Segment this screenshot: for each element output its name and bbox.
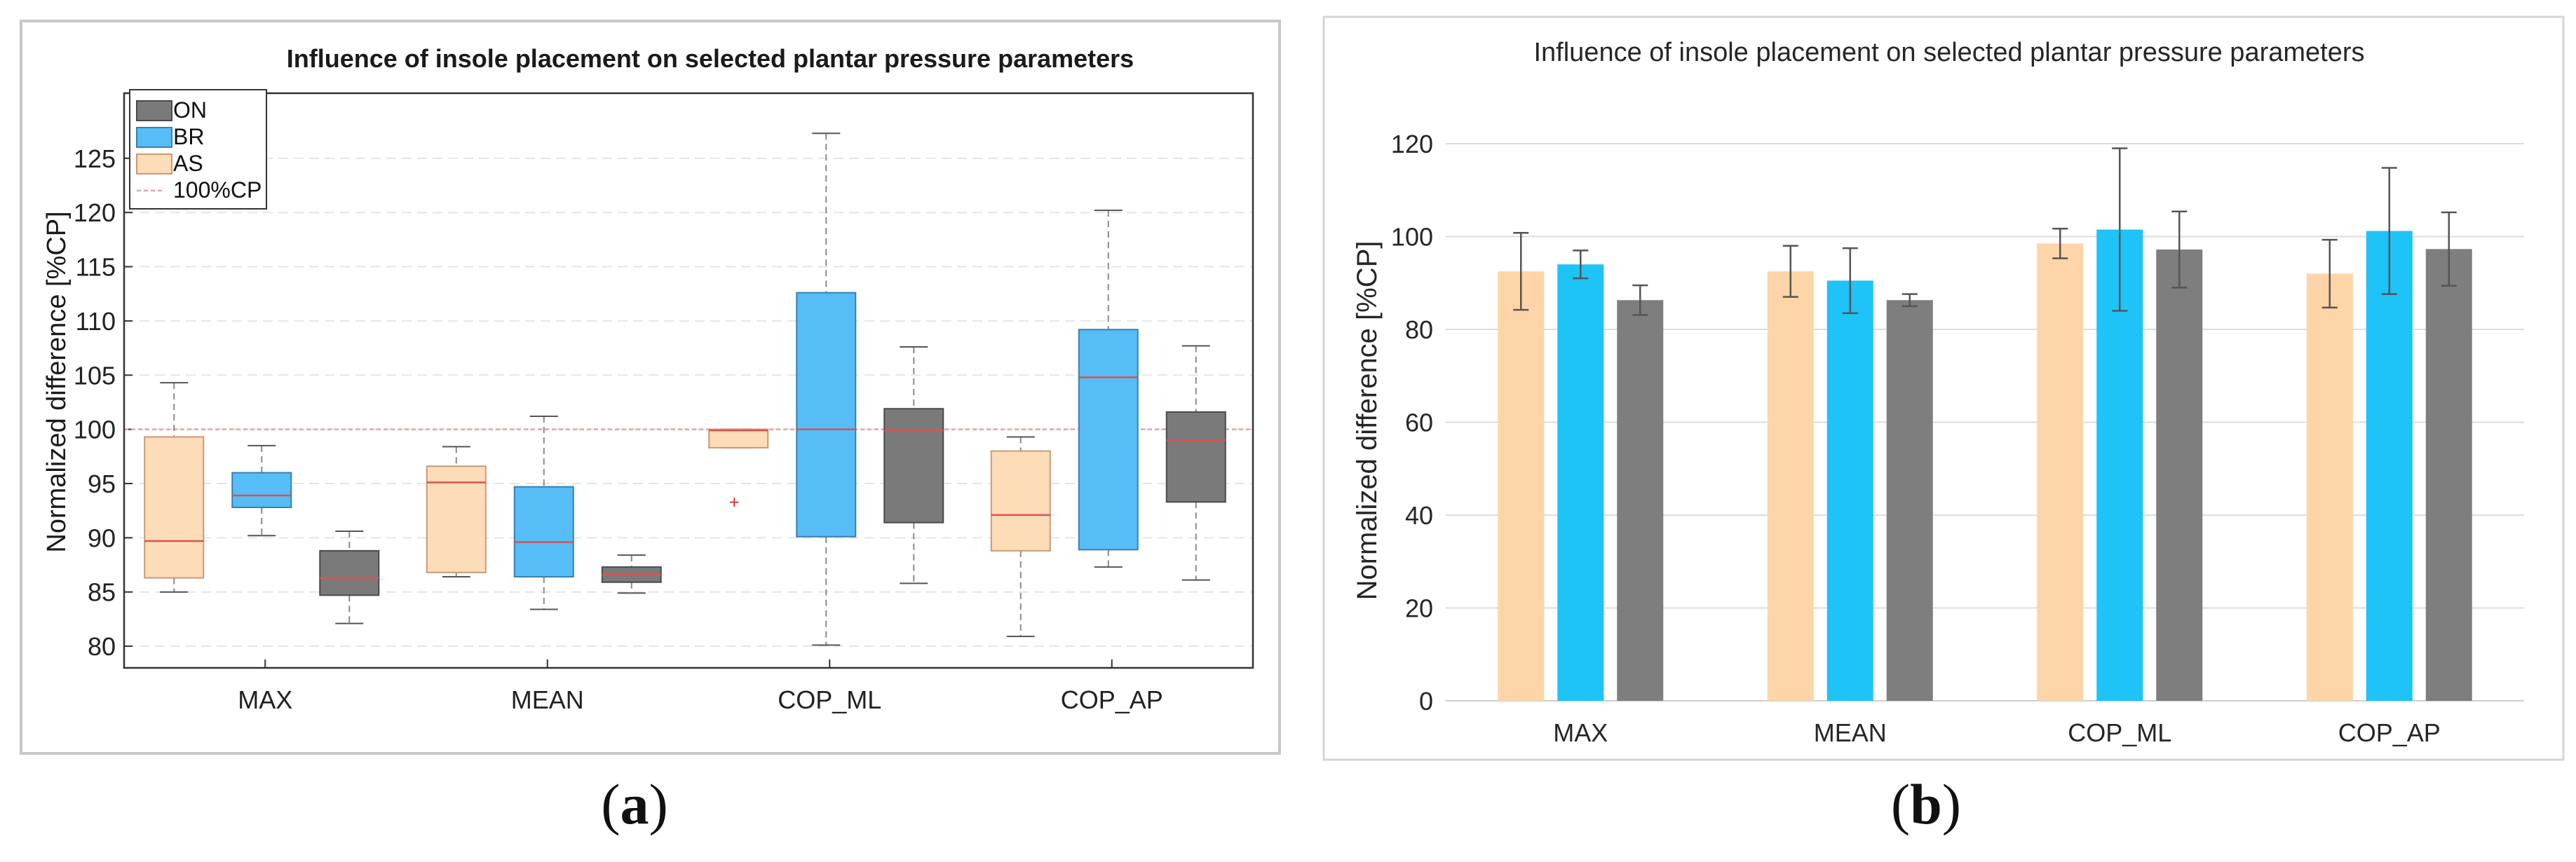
panel-label-a-open: ( [601, 772, 620, 836]
box-chart: Influence of insole placement on selecte… [42, 44, 1254, 714]
box-body [796, 292, 857, 538]
box-body [513, 486, 574, 578]
box-body [426, 465, 487, 573]
chart-b-title: Influence of insole placement on selecte… [1533, 38, 2364, 67]
panel-label-b: (b) [1891, 772, 1961, 836]
bar [1886, 300, 1933, 701]
bar [1498, 271, 1545, 701]
bar-as [2306, 238, 2353, 701]
x-tick-label-a: COP_AP [1061, 685, 1163, 714]
y-tick-label-a: 80 [88, 632, 116, 661]
legend-label: AS [173, 151, 203, 176]
y-tick-label-a: 85 [88, 578, 116, 607]
x-tick-label-b: MEAN [1814, 718, 1887, 747]
box-on [1165, 345, 1226, 581]
box-br [1078, 210, 1139, 568]
bar [1767, 271, 1814, 701]
y-tick-label-a: 125 [74, 144, 116, 173]
y-tick-label-a: 95 [88, 470, 116, 498]
legend-swatch-as [136, 153, 172, 175]
y-tick-label-a: 100 [74, 416, 116, 444]
box-br [796, 132, 857, 646]
panel-label-a: (a) [601, 772, 668, 836]
box-body [1165, 411, 1226, 503]
legend-swatch-br [136, 127, 172, 148]
bar-br [1826, 247, 1873, 701]
y-tick-label-b: 120 [1391, 130, 1433, 158]
bar [1557, 264, 1604, 701]
box-on [601, 554, 662, 594]
bar-on [1886, 293, 1933, 701]
box-body [319, 549, 380, 596]
box-on [319, 531, 380, 624]
x-tick-label-b: COP_ML [2068, 718, 2171, 747]
panel-label-b-letter: b [1910, 772, 1942, 836]
bar-chart: Influence of insole placement on selecte… [1352, 38, 2524, 747]
box-body [231, 472, 292, 509]
bar-br [1557, 249, 1604, 701]
y-tick-label-a: 115 [76, 253, 116, 282]
bar-as [2037, 227, 2084, 701]
box-body [708, 428, 769, 449]
bar-br [2366, 167, 2413, 701]
plot-area-a [124, 93, 1253, 668]
y-tick-label-b: 0 [1419, 687, 1433, 716]
bar-as [1767, 245, 1814, 701]
y-tick-label-a: 120 [74, 198, 116, 227]
chart-b-ylabel: Normalized difference [%CP] [1352, 241, 1383, 601]
y-tick-label-b: 60 [1405, 409, 1433, 437]
legend-label: BR [173, 124, 204, 149]
panel-label-a-close: ) [649, 772, 668, 836]
legend-label: 100%CP [173, 177, 262, 203]
chart-a-ylabel: Normalized difference [%CP] [42, 211, 72, 552]
x-tick-label-b: MAX [1553, 718, 1608, 747]
bar-on [2156, 210, 2203, 701]
panel-label-b-open: ( [1891, 772, 1910, 836]
bar-br [2096, 147, 2143, 701]
y-tick-label-a: 110 [76, 307, 116, 336]
plot-frame-a [123, 92, 1254, 669]
box-body [990, 450, 1051, 552]
box-body [144, 436, 205, 579]
x-tick-label-a: MEAN [511, 685, 584, 714]
x-tick-label-a: COP_ML [778, 685, 881, 714]
chart-a-title: Influence of insole placement on selecte… [287, 44, 1134, 73]
bar-on [1617, 284, 1664, 701]
x-tick-label-b: COP_AP [2338, 718, 2441, 747]
x-tick-label-a: MAX [238, 685, 292, 714]
box-as [426, 446, 487, 578]
bar [1826, 280, 1873, 701]
y-tick-label-a: 90 [88, 524, 116, 552]
bar [2366, 231, 2413, 701]
box-as [144, 382, 205, 593]
box-br [231, 444, 292, 537]
outlier-marker: + [729, 491, 740, 512]
bar [1617, 300, 1664, 701]
bar [2306, 273, 2353, 701]
y-tick-label-b: 40 [1405, 501, 1433, 530]
y-tick-label-a: 105 [74, 361, 116, 390]
legend-swatch-on [136, 100, 172, 121]
y-tick-label-b: 20 [1405, 594, 1433, 623]
bar [2037, 243, 2084, 701]
box-as: + [708, 428, 769, 512]
y-tick-label-b: 80 [1405, 315, 1433, 344]
panel-label-b-close: ) [1942, 772, 1961, 836]
box-br [513, 416, 574, 610]
box-body [883, 408, 944, 524]
bar [2425, 249, 2472, 701]
bar-as [1498, 231, 1545, 701]
bar-on [2425, 211, 2472, 701]
box-as [990, 436, 1051, 638]
legend-label: ON [173, 97, 207, 123]
bar [2156, 249, 2203, 701]
box-body [1078, 329, 1139, 551]
y-tick-label-b: 100 [1391, 223, 1433, 252]
box-on [883, 346, 944, 584]
panel-label-a-letter: a [621, 772, 649, 836]
